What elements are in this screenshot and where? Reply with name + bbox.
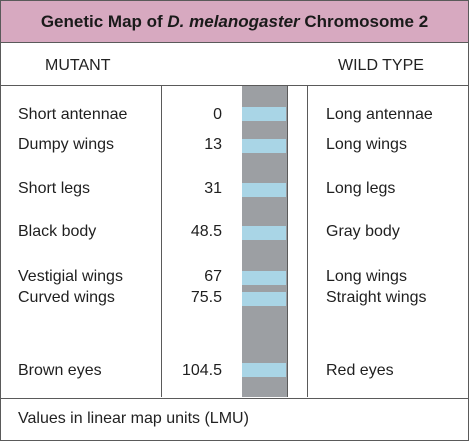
- column-divider: [287, 86, 288, 397]
- mutant-column-header: MUTANT: [45, 57, 111, 74]
- mutant-trait: Dumpy wings: [18, 136, 115, 153]
- map-position: 0: [213, 106, 222, 123]
- wild-type-trait: Long legs: [326, 180, 396, 197]
- title-suffix: Chromosome 2: [299, 12, 429, 31]
- mutant-trait: Black body: [18, 223, 97, 240]
- units-note: Values in linear map units (LMU): [18, 410, 249, 427]
- map-position: 104.5: [181, 362, 222, 379]
- map-position: 48.5: [190, 223, 222, 240]
- chromosome-bar: [242, 86, 287, 397]
- mutant-trait: Short antennae: [18, 106, 128, 123]
- column-divider: [307, 86, 308, 397]
- locus-band: [242, 226, 286, 240]
- title-bar: Genetic Map of D. melanogaster Chromosom…: [1, 1, 468, 43]
- title-species: D. melanogaster: [167, 12, 300, 31]
- mutant-trait: Vestigial wings: [18, 268, 123, 285]
- locus-band: [242, 107, 286, 121]
- title-prefix: Genetic Map of: [40, 12, 168, 31]
- wild-type-trait: Long wings: [326, 136, 407, 153]
- wild-type-trait: Gray body: [326, 223, 400, 240]
- locus-band: [242, 292, 286, 306]
- map-position: 75.5: [190, 289, 222, 306]
- column-header-row: MUTANT WILD TYPE: [1, 43, 468, 86]
- locus-band: [242, 139, 286, 153]
- locus-band: [242, 271, 286, 285]
- wild-type-trait: Long antennae: [326, 106, 433, 123]
- wild-type-trait: Straight wings: [326, 289, 427, 306]
- locus-band: [242, 363, 286, 377]
- mutant-trait: Short legs: [18, 180, 91, 197]
- column-divider: [161, 86, 162, 397]
- mutant-trait: Brown eyes: [18, 362, 102, 379]
- map-body: Short antennae 0 Long antennae Dumpy win…: [1, 86, 468, 397]
- map-position: 31: [204, 180, 222, 197]
- wild-type-trait: Red eyes: [326, 362, 394, 379]
- wild-type-trait: Long wings: [326, 268, 407, 285]
- map-position: 13: [204, 136, 222, 153]
- footer-note: Values in linear map units (LMU): [1, 398, 468, 441]
- mutant-trait: Curved wings: [18, 289, 115, 306]
- locus-band: [242, 183, 286, 197]
- map-position: 67: [204, 268, 222, 285]
- wild-type-column-header: WILD TYPE: [338, 57, 424, 74]
- map-title: Genetic Map of D. melanogaster Chromosom…: [1, 12, 468, 32]
